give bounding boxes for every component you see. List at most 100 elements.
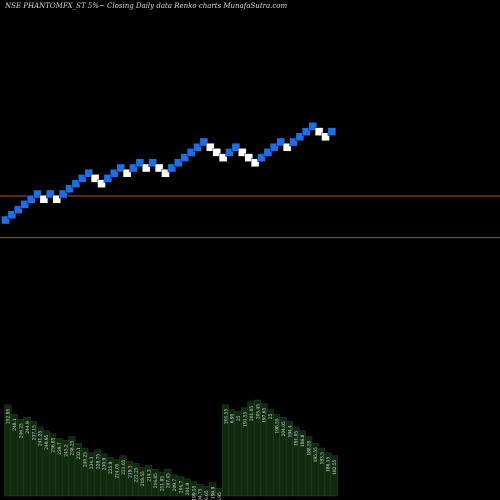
volume-bar <box>330 455 338 497</box>
volume-label: 204.05 <box>282 421 287 436</box>
renko-brick-down <box>276 137 285 147</box>
renko-brick-down <box>33 189 42 199</box>
volume-label: 190.9 <box>212 486 217 499</box>
renko-brick-down <box>46 189 55 199</box>
renko-brick-up <box>250 158 260 168</box>
renko-brick-down <box>135 158 145 168</box>
volume-label: 191.55 <box>244 411 249 426</box>
volume-bars <box>4 399 338 497</box>
renko-brick-up <box>212 148 221 157</box>
renko-brick-down <box>257 153 266 162</box>
renko-brick-up <box>90 174 100 183</box>
reference-lines <box>0 195 500 239</box>
volume-label: 230.9 <box>103 458 108 471</box>
volume-label: 248.1 <box>13 418 18 431</box>
renko-brick-up <box>244 153 253 162</box>
renko-brick-down <box>193 142 202 152</box>
volume-label: 186.15 <box>327 457 332 472</box>
renko-brick-up <box>321 132 330 142</box>
renko-brick-down <box>225 148 234 157</box>
volume-label: 194.75 <box>199 488 204 500</box>
renko-brick-up <box>218 153 228 162</box>
volume-label: 194.4 <box>288 425 293 438</box>
volume-label: 201.9 <box>186 482 191 495</box>
renko-brick-down <box>65 184 74 194</box>
renko-brick-down <box>231 142 241 152</box>
renko-brick-up <box>314 127 324 136</box>
volume-label: 207.45 <box>167 473 172 488</box>
volume-bar <box>266 409 274 497</box>
renko-brick-down <box>180 153 189 162</box>
volume-label: 221.05 <box>122 459 127 474</box>
renko-brick-down <box>199 137 209 147</box>
renko-brick-down <box>103 174 113 183</box>
renko-brick-down <box>84 168 93 178</box>
volume-label: 246.25 <box>20 423 25 438</box>
renko-brick-down <box>289 137 298 147</box>
volume-label: 211.85 <box>160 476 165 491</box>
volume-label: 234.3 <box>90 457 95 470</box>
volume-label: 238.25 <box>71 440 76 455</box>
volume-label: 6.95 <box>218 492 223 500</box>
volume-label: 201.55 <box>224 409 229 424</box>
renko-brick-down <box>71 179 81 188</box>
volume-label: 209.7 <box>173 479 178 492</box>
volume-label: 241.25 <box>39 431 44 446</box>
renko-brick-down <box>1 215 10 225</box>
volume-label: 232.1 <box>77 447 82 460</box>
volume-label: 182.55 <box>333 459 338 474</box>
renko-brick-down <box>270 142 279 152</box>
renko-brick-down <box>174 158 183 168</box>
renko-brick-down <box>26 194 36 204</box>
volume-label: 236.85 <box>52 437 57 452</box>
renko-brick-up <box>161 168 170 178</box>
renko-brick-up <box>282 142 292 152</box>
volume-label: 218.55 <box>141 471 146 486</box>
volume-label: 197.65 <box>263 408 268 423</box>
renko-brick-down <box>14 205 23 214</box>
volume-label: 201.05 <box>250 406 255 421</box>
volume-label: 191.05 <box>295 431 300 446</box>
renko-brick-down <box>302 127 311 136</box>
volume-label: 188.55 <box>308 440 313 455</box>
volume-label: 25 <box>269 413 274 419</box>
renko-brick-up <box>97 179 106 188</box>
volume-label: 239.7 <box>58 442 63 455</box>
volume-label: 252.95 <box>7 409 12 424</box>
volume-label: 204.7 <box>180 481 185 494</box>
renko-brick-down <box>116 163 125 173</box>
renko-brick-down <box>295 132 305 142</box>
volume-label: 199.55 <box>192 485 197 500</box>
renko-brick-down <box>167 163 177 173</box>
renko-brick-down <box>263 148 273 157</box>
renko-brick-down <box>110 168 119 178</box>
renko-brick-up <box>52 194 61 204</box>
renko-brick-up <box>206 142 215 152</box>
volume-label: 216.85 <box>154 473 159 488</box>
renko-brick-up <box>154 163 164 173</box>
renko-brick-up <box>39 194 49 204</box>
renko-brick-down <box>186 148 196 157</box>
volume-label: 25 <box>237 415 242 421</box>
renko-brick-down <box>20 200 29 209</box>
volume-label: 195.55 <box>314 447 319 462</box>
chart-title: NSE PHANTOMFX_ST 5%~ Closing Daily data … <box>5 2 288 10</box>
renko-bricks <box>1 122 337 225</box>
volume-label: 6.95 <box>231 413 236 423</box>
volume-label: 219.3 <box>128 465 133 478</box>
volume-label: 240.25 <box>84 452 89 467</box>
renko-brick-up <box>238 148 247 157</box>
renko-brick-down <box>327 127 337 136</box>
volume-label: 196.65 <box>205 490 210 500</box>
renko-brick-down <box>7 210 17 220</box>
volume-label: 183.5 <box>320 452 325 465</box>
renko-brick-down <box>308 122 317 131</box>
volume-label: 186.8 <box>301 434 306 447</box>
volume-label: 222.25 <box>135 467 140 482</box>
volume-label: 205.45 <box>256 404 261 419</box>
volume-label: 225.9 <box>109 461 114 474</box>
volume-label: 237.15 <box>32 425 37 440</box>
renko-brick-down <box>78 174 87 183</box>
volume-label: 244.9 <box>26 421 31 434</box>
